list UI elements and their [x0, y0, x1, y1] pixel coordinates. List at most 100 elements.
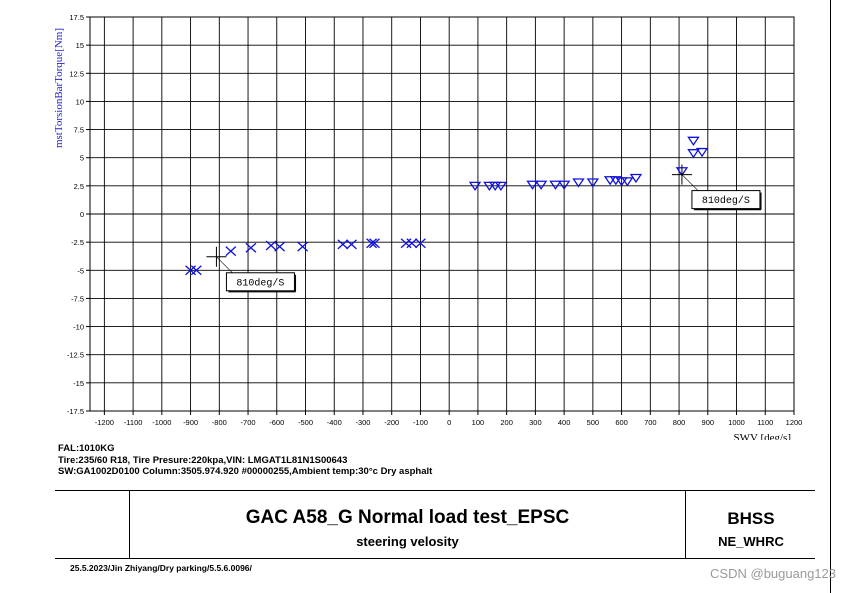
data-points [185, 136, 709, 276]
x-marker-point [346, 239, 357, 250]
x-tick-label: 100 [472, 418, 485, 427]
x-tick-label: 0 [447, 418, 451, 427]
y-tick-label: -12.5 [67, 351, 84, 360]
x-tick-label: 200 [500, 418, 513, 427]
triangle-marker-point [629, 173, 643, 184]
x-tick-label: 900 [702, 418, 715, 427]
x-tick-label: 300 [529, 418, 542, 427]
triangle-marker-point [468, 181, 482, 192]
triangle-marker-point [526, 180, 539, 190]
annotation-label: 810deg/S [236, 277, 284, 289]
title-block-top-border [55, 490, 815, 491]
triangle-marker-point [549, 180, 562, 190]
scatter-chart: -1200 -1100 -1000 -900 -800 -700 -600 -500 -400-… [53, 13, 803, 440]
annotation-box [225, 272, 295, 292]
x-tick-label: -400 [327, 418, 342, 427]
y-tick-label: 2.5 [74, 182, 84, 191]
x-tick-label: -1000 [152, 418, 171, 427]
report-title: GAC A58_G Normal load test_EPSC [245, 507, 570, 528]
annotation-box [691, 190, 761, 210]
x-tick-label: -600 [269, 418, 284, 427]
x-tick-label: 1100 [757, 418, 773, 427]
x-tick-label: 1000 [728, 418, 745, 427]
department-code: BHSS [727, 509, 775, 528]
x-marker-stroke [190, 265, 202, 276]
x-marker-point [297, 241, 309, 252]
x-marker-point [274, 241, 286, 252]
title-block-bottom-border [55, 558, 815, 559]
triangle-marker-point [586, 178, 600, 188]
x-tick-label: -1100 [124, 418, 143, 427]
y-tick-label: 17.5 [69, 13, 84, 22]
y-tick-label: 10 [76, 97, 84, 106]
triangle-marker-point [687, 149, 700, 159]
title-block-left-divider [129, 491, 130, 558]
x-marker-point [406, 238, 418, 249]
annotation-leader [681, 174, 699, 191]
annotations: 810deg/S 810deg/S [206, 164, 762, 293]
page-right-border [830, 0, 831, 593]
chart-grid [86, 16, 795, 415]
y-axis-tick-labels: 17.5 15 12.5 10 7.5 5 2.5 0 -2.5 -5 -7.5 -10 -12.5 -1… [67, 13, 84, 416]
x-tick-label: -700 [241, 418, 256, 427]
x-tick-label: -500 [298, 418, 313, 427]
info-line-3: SW:GA1002D0100 Column:3505.974.920 #0000… [58, 466, 433, 477]
triangle-marker-point [687, 136, 700, 147]
y-tick-label: 15 [76, 41, 84, 50]
x-marker-stroke [406, 238, 418, 249]
report-subtitle: steering velosity [356, 534, 459, 549]
y-tick-label: 5 [80, 154, 84, 163]
annotation-2: 810deg/S [671, 164, 762, 211]
x-tick-label: 1200 [786, 418, 803, 427]
x-marker-stroke [346, 239, 357, 250]
team-code: NE_WHRC [718, 534, 784, 549]
y-tick-label: -15 [73, 379, 84, 388]
x-marker-stroke [337, 239, 349, 250]
y-tick-label: 7.5 [74, 126, 84, 135]
triangle-marker-point [695, 147, 709, 158]
triangle-marker-point [557, 180, 571, 190]
x-marker-point [337, 239, 349, 250]
y-axis-label: mstTorsionBarTorque[Nm] [53, 28, 65, 148]
x-tick-label: 700 [644, 418, 657, 427]
x-marker-point [245, 242, 257, 253]
y-tick-label: -7.5 [71, 294, 84, 303]
triangle-marker-point [621, 177, 634, 187]
annotation-label: 810deg/S [702, 195, 750, 207]
title-block-right-divider [685, 491, 686, 558]
x-marker-stroke [366, 238, 378, 249]
y-tick-label: -5 [77, 266, 84, 275]
annotation-leader [216, 256, 233, 273]
watermark: CSDN @buguang123 [710, 566, 836, 581]
x-tick-label: -300 [355, 418, 370, 427]
x-marker-point [369, 238, 380, 249]
x-marker-stroke [245, 242, 257, 253]
x-marker-point [366, 238, 378, 249]
triangle-marker-point [494, 181, 508, 192]
y-tick-label: -2.5 [71, 238, 84, 247]
y-tick-label: 0 [80, 210, 84, 219]
y-tick-label: -10 [73, 323, 84, 332]
x-marker-point [415, 238, 426, 249]
triangle-marker-point [534, 180, 548, 190]
x-tick-label: -900 [183, 418, 198, 427]
x-marker-stroke [297, 241, 309, 252]
x-axis-label: SWV [deg/s] [733, 432, 791, 440]
x-marker-stroke [225, 246, 237, 257]
footer-note: 25.5.2023/Jin Zhiyang/Dry parking/5.5.6.… [70, 563, 252, 573]
info-line-2: Tire:235/60 R18, Tire Presure:220kpa,VIN… [58, 455, 348, 466]
x-tick-label: -100 [413, 418, 428, 427]
x-marker-point [190, 265, 202, 276]
annotation-1: 810deg/S [206, 246, 297, 293]
x-tick-label: 600 [615, 418, 628, 427]
x-tick-label: 800 [673, 418, 686, 427]
x-marker-point [225, 246, 237, 257]
x-tick-label: 400 [558, 418, 571, 427]
y-tick-label: 12.5 [69, 69, 84, 78]
x-marker-stroke [415, 238, 426, 249]
x-tick-label: 500 [587, 418, 600, 427]
x-axis-tick-labels: -1200 -1100 -1000 -900 -800 -700 -600 -500 -400-… [95, 418, 803, 427]
x-marker-point [400, 238, 412, 249]
info-line-1: FAL:1010KG [58, 443, 115, 454]
x-marker-stroke [274, 241, 286, 252]
